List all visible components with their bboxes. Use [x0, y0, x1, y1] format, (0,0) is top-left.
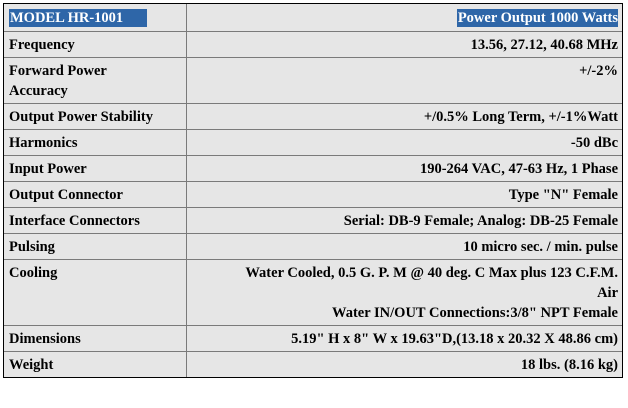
- spec-value: 190-264 VAC, 47-63 Hz, 1 Phase: [187, 156, 622, 182]
- spec-table: MODEL HR-1001 Power Output 1000 Watts Fr…: [3, 3, 623, 378]
- spec-value-line: Water Cooled, 0.5 G. P. M @ 40 deg. C Ma…: [245, 265, 618, 281]
- spec-label: Interface Connectors: [4, 208, 187, 234]
- spec-value: Type "N" Female: [187, 182, 622, 208]
- spec-row-frequency: Frequency 13.56, 27.12, 40.68 MHz: [4, 32, 622, 58]
- spec-value: 5.19" H x 8" W x 19.63"D,(13.18 x 20.32 …: [187, 326, 622, 352]
- spec-row-input-power: Input Power 190-264 VAC, 47-63 Hz, 1 Pha…: [4, 156, 622, 182]
- spec-label: Frequency: [4, 32, 187, 58]
- spec-value: 10 micro sec. / min. pulse: [187, 234, 622, 260]
- model-cell: MODEL HR-1001: [4, 4, 187, 32]
- spec-row-output-power-stability: Output Power Stability +/0.5% Long Term,…: [4, 104, 622, 130]
- spec-label-line: Accuracy: [9, 83, 68, 99]
- spec-value: -50 dBc: [187, 130, 622, 156]
- spec-value-line: Air: [597, 285, 618, 301]
- spec-row-pulsing: Pulsing 10 micro sec. / min. pulse: [4, 234, 622, 260]
- spec-value: +/0.5% Long Term, +/-1%Watt: [187, 104, 622, 130]
- spec-label: Forward Power Accuracy: [4, 58, 187, 104]
- spec-label: Cooling: [4, 260, 187, 326]
- spec-label: Output Power Stability: [4, 104, 187, 130]
- spec-label: Harmonics: [4, 130, 187, 156]
- spec-label: Output Connector: [4, 182, 187, 208]
- spec-row-interface-connectors: Interface Connectors Serial: DB-9 Female…: [4, 208, 622, 234]
- spec-value: 13.56, 27.12, 40.68 MHz: [187, 32, 622, 58]
- spec-row-output-connector: Output Connector Type "N" Female: [4, 182, 622, 208]
- spec-row-forward-power-accuracy: Forward Power Accuracy +/-2%: [4, 58, 622, 104]
- spec-row-cooling: Cooling Water Cooled, 0.5 G. P. M @ 40 d…: [4, 260, 622, 326]
- spec-value: Serial: DB-9 Female; Analog: DB-25 Femal…: [187, 208, 622, 234]
- spec-label: Pulsing: [4, 234, 187, 260]
- spec-value: Water Cooled, 0.5 G. P. M @ 40 deg. C Ma…: [187, 260, 622, 326]
- power-output-cell: Power Output 1000 Watts: [187, 4, 622, 32]
- spec-row-weight: Weight 18 lbs. (8.16 kg): [4, 352, 622, 377]
- power-output: Power Output 1000 Watts: [456, 9, 618, 27]
- spec-value-line: Water IN/OUT Connections:3/8" NPT Female: [332, 305, 618, 321]
- spec-value: 18 lbs. (8.16 kg): [187, 352, 622, 377]
- spec-label: Weight: [4, 352, 187, 377]
- spec-label: Dimensions: [4, 326, 187, 352]
- spec-label: Input Power: [4, 156, 187, 182]
- model-name: MODEL HR-1001: [9, 9, 148, 27]
- spec-row-dimensions: Dimensions 5.19" H x 8" W x 19.63"D,(13.…: [4, 326, 622, 352]
- spec-value: +/-2%: [187, 58, 622, 104]
- header-row: MODEL HR-1001 Power Output 1000 Watts: [4, 4, 622, 32]
- spec-row-harmonics: Harmonics -50 dBc: [4, 130, 622, 156]
- spec-label-line: Forward Power: [9, 63, 107, 79]
